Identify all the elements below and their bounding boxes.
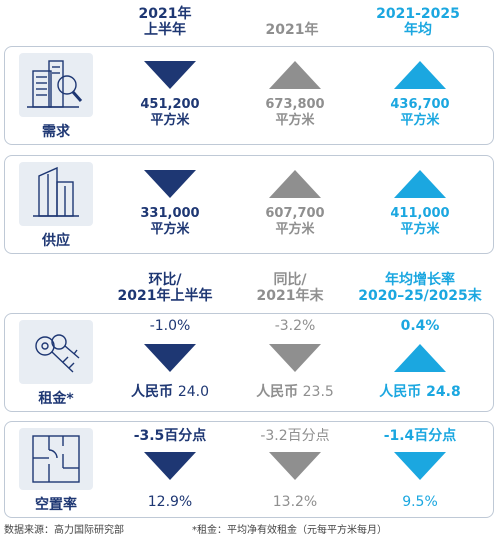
value-number: 673,800 xyxy=(265,97,325,112)
value-unit: 平方米 xyxy=(275,222,315,237)
rent-value-3: 人民币 24.8 xyxy=(360,384,480,400)
up-triangle-icon xyxy=(269,170,321,198)
vacancy-value-1: 12.9% xyxy=(147,494,193,510)
value-number: 436,700 xyxy=(390,97,450,112)
demand-label: 需求 xyxy=(42,124,70,140)
vacancy-value-3: 9.5% xyxy=(402,494,438,510)
header-line: 年均增长率 xyxy=(385,272,455,288)
header-2021-2025: 2021-2025 年均 xyxy=(358,6,478,38)
rent-change-2: -3.2% xyxy=(274,318,316,334)
header-line: 2021年 xyxy=(265,22,319,38)
value-number: 607,700 xyxy=(265,206,325,221)
value-unit: 平方米 xyxy=(150,222,190,237)
header-line: 年均 xyxy=(404,22,432,38)
demand-value-1: 451,200 平方米 xyxy=(120,97,220,129)
vacancy-change-3: -1.4百分点 xyxy=(383,428,457,444)
header-line: 同比/ xyxy=(273,272,307,288)
demand-value-3: 436,700 平方米 xyxy=(370,97,470,129)
vacancy-change-1: -3.5百分点 xyxy=(133,428,207,444)
header-yoy: 同比/ 2021年末 xyxy=(240,272,340,304)
supply-value-2: 607,700 平方米 xyxy=(245,206,345,238)
rent-label: 租金* xyxy=(38,391,74,407)
header-2021: 2021年 xyxy=(242,22,342,38)
down-triangle-icon xyxy=(144,61,196,89)
supply-card: 供应 331,000 平方米 607,700 平方米 411,000 平方米 xyxy=(4,155,494,254)
supply-value-3: 411,000 平方米 xyxy=(370,206,470,238)
demand-value-2: 673,800 平方米 xyxy=(245,97,345,129)
currency-label: 人民币 xyxy=(379,384,422,400)
header-line: 2021-2025 xyxy=(376,6,460,22)
down-triangle-icon xyxy=(144,452,196,480)
vacancy-label: 空置率 xyxy=(35,497,77,513)
header-line: 2021年 xyxy=(138,6,192,22)
rent-value-1: 人民币 24.0 xyxy=(110,384,230,400)
header-line: 环比/ xyxy=(148,272,182,288)
header-line: 上半年 xyxy=(144,22,186,38)
vacancy-value-2: 13.2% xyxy=(272,494,318,510)
building-icon xyxy=(33,166,79,217)
down-triangle-icon xyxy=(269,344,321,372)
header-line: 2021年末 xyxy=(256,288,324,304)
down-triangle-icon xyxy=(144,344,196,372)
down-triangle-icon xyxy=(269,452,321,480)
down-triangle-icon xyxy=(394,452,446,480)
up-triangle-icon xyxy=(394,170,446,198)
demand-card: 需求 451,200 平方米 673,800 平方米 436,700 平方米 xyxy=(4,46,494,145)
header-cagr: 年均增长率 2020–25/2025末 xyxy=(345,272,495,304)
rent-footnote: *租金：平均净有效租金（元每平方米每月） xyxy=(192,525,387,536)
supply-value-1: 331,000 平方米 xyxy=(120,206,220,238)
header-line: 2021年上半年 xyxy=(117,288,213,304)
vacancy-icon-box xyxy=(19,428,93,490)
value-number: 411,000 xyxy=(390,206,450,221)
rent-value-2: 人民币 23.5 xyxy=(235,384,355,400)
source-note: 数据来源：高力国际研究部 xyxy=(4,525,124,536)
vacancy-change-2: -3.2百分点 xyxy=(260,428,330,444)
rent-change-3: 0.4% xyxy=(400,318,440,334)
rent-change-1: -1.0% xyxy=(149,318,191,334)
rent-card: 租金* -1.0% 人民币 24.0 -3.2% 人民币 23.5 0.4% 人… xyxy=(4,313,494,412)
value-unit: 平方米 xyxy=(275,113,315,128)
rent-amount: 24.8 xyxy=(426,384,461,400)
value-unit: 平方米 xyxy=(150,113,190,128)
demand-icon-box xyxy=(19,53,93,117)
down-triangle-icon xyxy=(144,170,196,198)
up-triangle-icon xyxy=(394,61,446,89)
currency-label: 人民币 xyxy=(130,384,173,400)
rent-amount: 23.5 xyxy=(302,384,334,400)
header-line: 2020–25/2025末 xyxy=(358,288,482,304)
header-qoq: 环比/ 2021年上半年 xyxy=(100,272,230,304)
value-unit: 平方米 xyxy=(400,222,440,237)
rent-icon-box xyxy=(19,320,93,384)
currency-label: 人民币 xyxy=(256,384,299,400)
vacancy-card: 空置率 -3.5百分点 12.9% -3.2百分点 13.2% -1.4百分点 … xyxy=(4,421,494,518)
supply-label: 供应 xyxy=(42,233,70,249)
rent-amount: 24.0 xyxy=(177,384,210,400)
supply-icon-box xyxy=(19,162,93,226)
value-number: 451,200 xyxy=(140,97,200,112)
value-number: 331,000 xyxy=(140,206,200,221)
keys-icon xyxy=(35,334,80,373)
value-unit: 平方米 xyxy=(400,113,440,128)
up-triangle-icon xyxy=(394,344,446,372)
up-triangle-icon xyxy=(269,61,321,89)
building-search-icon xyxy=(27,60,83,108)
header-2021-h1: 2021年 上半年 xyxy=(115,6,215,38)
floor-plan-icon xyxy=(32,435,80,483)
